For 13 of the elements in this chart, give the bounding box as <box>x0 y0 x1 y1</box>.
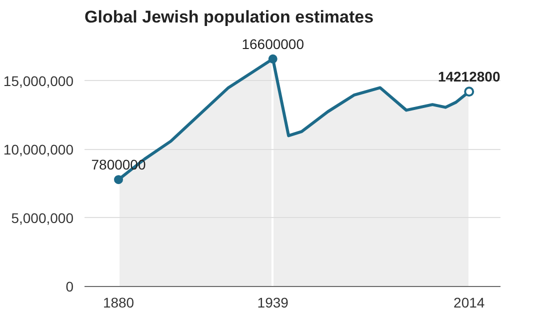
x-tick-label: 1880 <box>102 294 134 310</box>
point <box>268 54 278 64</box>
x-tick-label: 1939 <box>257 294 289 310</box>
y-tick-label: 0 <box>66 278 74 294</box>
data-label: 16600000 <box>242 36 304 52</box>
x-tick-label: 2014 <box>454 294 485 310</box>
y-tick-label: 5,000,000 <box>11 210 74 226</box>
point <box>114 175 124 184</box>
data-label: 14212800 <box>438 68 500 85</box>
y-tick-label: 15,000,000 <box>3 72 74 89</box>
y-tick-label: 10,000,000 <box>3 141 74 158</box>
point <box>464 86 474 97</box>
chart-title: Global Jewish population estimates <box>84 8 374 26</box>
